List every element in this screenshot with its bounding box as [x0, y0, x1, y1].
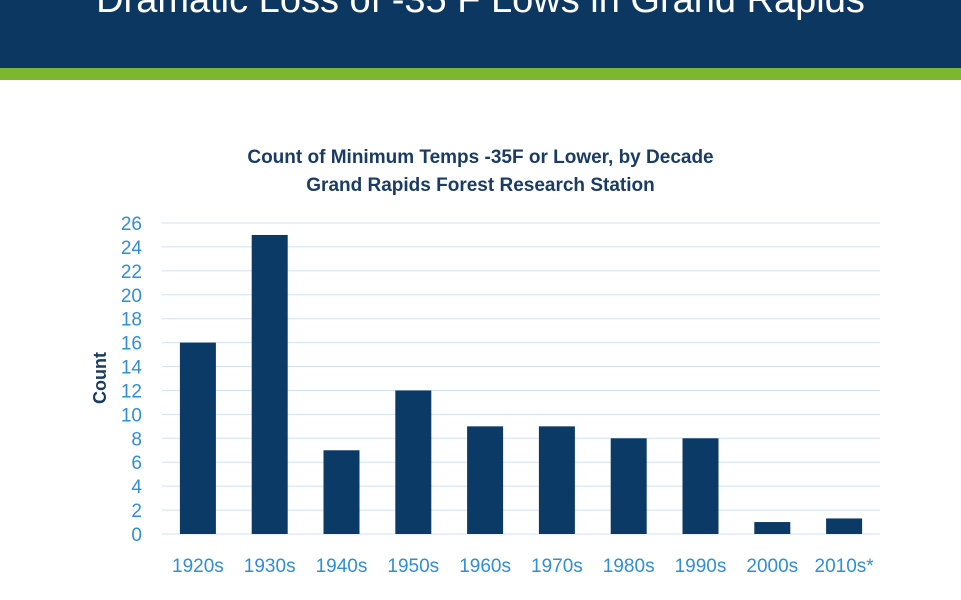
y-tick-label: 26: [121, 214, 142, 235]
y-axis-label: Count: [90, 352, 110, 404]
x-tick-label: 1950s: [387, 556, 439, 577]
x-tick-label: 1920s: [172, 556, 224, 577]
y-tick-label: 10: [121, 405, 142, 426]
y-tick-label: 12: [121, 381, 142, 402]
y-tick-label: 6: [131, 453, 142, 474]
y-tick-label: 0: [131, 525, 142, 546]
bar-1970s: [538, 426, 575, 534]
bar-1930s: [251, 234, 288, 534]
x-tick-label: 1970s: [531, 556, 583, 577]
header-banner: Dramatic Loss of -35 F Lows in Grand Rap…: [0, 0, 961, 68]
chart-title: Count of Minimum Temps -35F or Lower, by…: [247, 147, 714, 168]
y-tick-label: 14: [121, 358, 143, 379]
y-tick-label: 2: [131, 501, 142, 522]
bar-1920s: [179, 342, 216, 534]
x-tick-label: 2000s: [746, 556, 798, 577]
x-tick-label: 1980s: [603, 556, 655, 577]
bar-2000s: [754, 522, 791, 534]
x-tick-label: 1990s: [675, 556, 727, 577]
y-tick-label: 4: [131, 477, 142, 498]
y-tick-label: 8: [131, 429, 142, 450]
x-tick-label: 2010s*: [815, 556, 875, 577]
bar-1980s: [610, 438, 647, 534]
accent-stripe: [0, 68, 961, 80]
x-tick-label: 1940s: [316, 556, 368, 577]
bars: [179, 234, 863, 534]
bar-1960s: [467, 426, 504, 534]
bar-1990s: [682, 438, 719, 534]
bar-2010s: [826, 518, 863, 534]
y-tick-label: 24: [121, 238, 143, 259]
x-tick-label: 1930s: [244, 556, 296, 577]
chart-subtitle: Grand Rapids Forest Research Station: [306, 175, 655, 196]
bar-1940s: [323, 450, 360, 534]
page-title: Dramatic Loss of -35 F Lows in Grand Rap…: [96, 0, 865, 21]
bar-1950s: [395, 390, 432, 534]
x-tick-label: 1960s: [459, 556, 511, 577]
y-tick-label: 16: [121, 334, 142, 355]
x-axis-ticks: 1920s 1930s 1940s 1950s 1960s 1970s 1980s 1990s…: [172, 556, 874, 577]
y-tick-label: 22: [121, 262, 142, 283]
y-tick-label: 20: [121, 286, 142, 307]
y-tick-label: 18: [121, 310, 142, 331]
